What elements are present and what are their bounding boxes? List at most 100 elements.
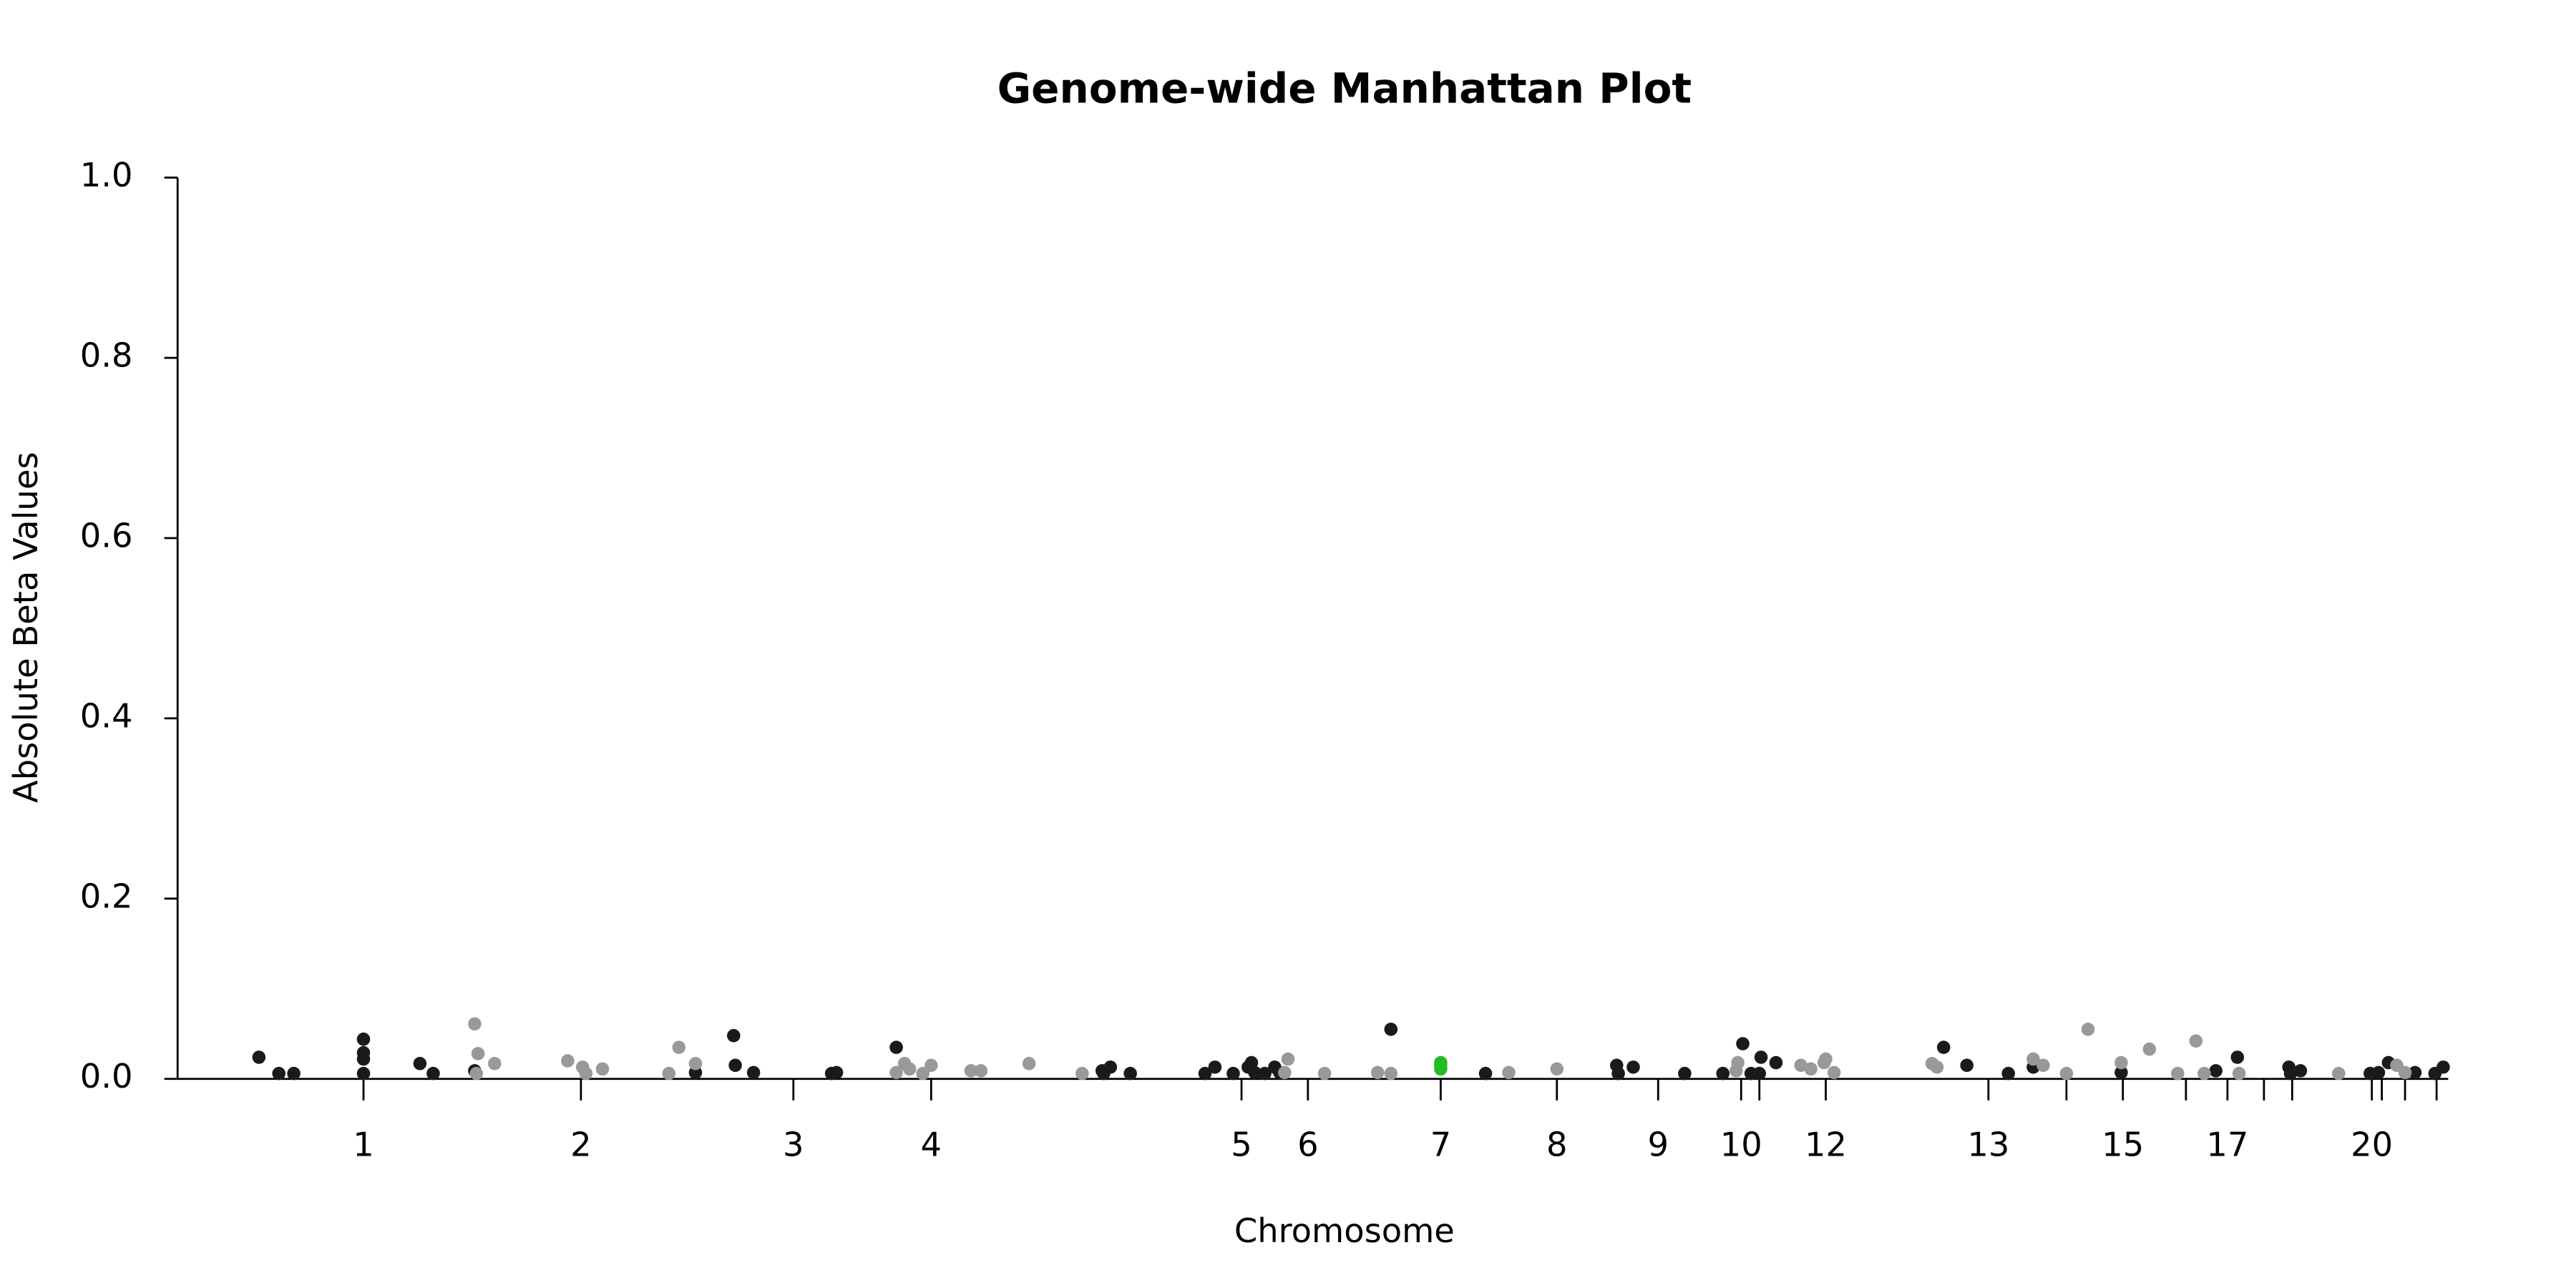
- point: [889, 1040, 903, 1054]
- point: [746, 1065, 761, 1080]
- point: [2232, 1066, 2246, 1080]
- point: [1819, 1052, 1833, 1066]
- point: [2114, 1065, 2128, 1080]
- point: [2001, 1066, 2015, 1080]
- point: [964, 1064, 978, 1078]
- point: [2408, 1065, 2422, 1080]
- point: [2332, 1066, 2346, 1080]
- x-tick-label: 4: [921, 1125, 942, 1163]
- point: [356, 1052, 371, 1066]
- point: [2209, 1064, 2223, 1078]
- point: [468, 1017, 482, 1031]
- point: [595, 1062, 610, 1076]
- point: [579, 1066, 593, 1080]
- point: [2398, 1065, 2412, 1080]
- point: [487, 1057, 502, 1070]
- x-axis-label: Chromosome: [1234, 1211, 1455, 1250]
- x-tick-label: 2: [570, 1125, 592, 1163]
- point: [471, 1047, 485, 1060]
- point: [1827, 1065, 1841, 1080]
- point: [2197, 1066, 2211, 1080]
- x-tick-label: 12: [1805, 1125, 1847, 1163]
- point: [662, 1066, 676, 1080]
- point: [1226, 1066, 1240, 1080]
- point: [726, 1028, 741, 1043]
- x-tick-label: 9: [1648, 1125, 1669, 1163]
- point: [287, 1066, 301, 1080]
- point: [2114, 1055, 2128, 1070]
- x-tick-label: 8: [1546, 1125, 1568, 1163]
- point: [2293, 1064, 2308, 1078]
- x-tick-label: 3: [783, 1125, 804, 1163]
- x-tick-label: 1: [353, 1125, 374, 1163]
- point: [2081, 1023, 2095, 1036]
- point: [889, 1065, 903, 1080]
- x-tick-label: 13: [1967, 1125, 2009, 1163]
- point: [356, 1066, 371, 1080]
- point: [1075, 1066, 1089, 1080]
- point: [426, 1066, 440, 1080]
- point: [1936, 1040, 1951, 1054]
- point: [1384, 1066, 1398, 1080]
- point: [1678, 1066, 1692, 1080]
- point: [728, 1058, 742, 1073]
- x-tick-label: 6: [1297, 1125, 1319, 1163]
- point: [1729, 1064, 1743, 1078]
- x-tick-label: 17: [2206, 1125, 2248, 1163]
- point: [469, 1066, 483, 1080]
- x-tick-label: 7: [1430, 1125, 1452, 1163]
- point: [356, 1033, 371, 1046]
- point: [1754, 1050, 1768, 1064]
- point: [1370, 1065, 1385, 1080]
- point: [2230, 1050, 2245, 1064]
- point: [924, 1058, 938, 1073]
- point: [1804, 1062, 1818, 1076]
- point: [829, 1065, 844, 1080]
- y-tick-label: 0.0: [80, 1057, 133, 1096]
- point: [974, 1064, 988, 1078]
- point: [1736, 1037, 1750, 1050]
- point: [2142, 1042, 2157, 1056]
- point: [1434, 1062, 1448, 1076]
- point: [2189, 1034, 2203, 1048]
- point: [1208, 1060, 1222, 1074]
- y-tick-label: 0.8: [80, 336, 133, 375]
- point: [1769, 1055, 1783, 1070]
- point: [272, 1066, 286, 1080]
- point: [916, 1066, 930, 1080]
- point: [1502, 1065, 1516, 1080]
- point: [561, 1054, 575, 1068]
- point: [1794, 1058, 1808, 1073]
- y-tick-label: 0.2: [80, 877, 133, 915]
- y-tick-label: 1.0: [80, 156, 133, 195]
- point: [672, 1040, 686, 1054]
- point: [1478, 1066, 1493, 1080]
- point: [2436, 1060, 2450, 1074]
- point: [902, 1062, 917, 1076]
- point: [1022, 1057, 1036, 1070]
- y-tick-label: 0.6: [80, 517, 133, 555]
- point: [1930, 1060, 1944, 1074]
- point: [1752, 1066, 1767, 1080]
- point: [1317, 1066, 1332, 1080]
- point: [1716, 1066, 1730, 1080]
- point: [1258, 1066, 1272, 1080]
- point: [1626, 1060, 1640, 1074]
- y-tick-label: 0.4: [80, 696, 133, 735]
- point: [2171, 1066, 2185, 1080]
- point: [2059, 1066, 2074, 1080]
- point: [1103, 1060, 1118, 1074]
- point: [2026, 1052, 2040, 1066]
- point: [1611, 1066, 1625, 1080]
- point: [1123, 1066, 1137, 1080]
- x-tick-label: 5: [1231, 1125, 1252, 1163]
- x-tick-label: 20: [2351, 1125, 2393, 1163]
- point: [2371, 1065, 2386, 1080]
- point: [2283, 1066, 2298, 1080]
- point: [688, 1057, 703, 1070]
- point: [413, 1057, 427, 1070]
- chart-title: Genome-wide Manhattan Plot: [997, 64, 1692, 113]
- x-tick-label: 10: [1720, 1125, 1762, 1163]
- point: [1281, 1052, 1295, 1066]
- point: [1960, 1058, 1974, 1073]
